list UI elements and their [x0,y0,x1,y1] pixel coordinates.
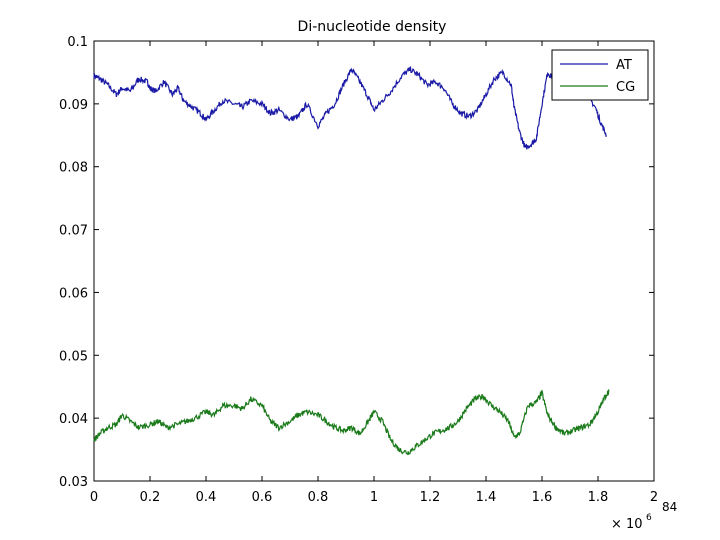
y-tick-label: 0.07 [59,224,88,239]
legend-box [551,49,649,101]
y-tick-label: 0.08 [59,161,88,176]
x-multiplier-label: × 10 [611,517,643,532]
y-tick-label: 0.04 [59,412,88,427]
x-tick-label: 1.6 [532,490,553,505]
legend-label-cg: CG [616,80,635,95]
legend-label-at: AT [616,58,632,73]
axes: 0 0.2 0.4 0.6 0.8 1 1.2 1.4 1.6 1.8 2 0.03 0.04 0.05 0… [59,35,658,505]
y-tick-label: 0.05 [59,349,88,364]
y-tick-label: 0.06 [59,286,88,301]
series-layer [93,66,610,456]
series-line-at [93,66,607,150]
x-tick-label: 1.8 [588,490,609,505]
series-line-cg [93,389,610,456]
chart-title: Di-nucleotide density [298,19,447,35]
plot-area-frame [93,40,655,482]
x-tick-label: 2 [650,490,658,505]
x-tick-label: 0.2 [140,490,161,505]
legend: AT CG [551,49,649,101]
x-tick-label: 0.6 [252,490,273,505]
x-tick-label: 0.4 [196,490,217,505]
page-number: 84 [662,500,678,514]
x-multiplier: × 10 6 [611,513,652,532]
x-tick-label: 1.4 [476,490,497,505]
x-tick-label: 1 [370,490,378,505]
x-tick-label: 0 [90,490,98,505]
y-tick-label: 0.09 [59,98,88,113]
y-tick-label: 0.1 [67,35,88,50]
x-tick-label: 1.2 [420,490,441,505]
x-multiplier-exponent: 6 [646,513,652,523]
y-tick-label: 0.03 [59,475,88,490]
x-tick-label: 0.8 [308,490,329,505]
